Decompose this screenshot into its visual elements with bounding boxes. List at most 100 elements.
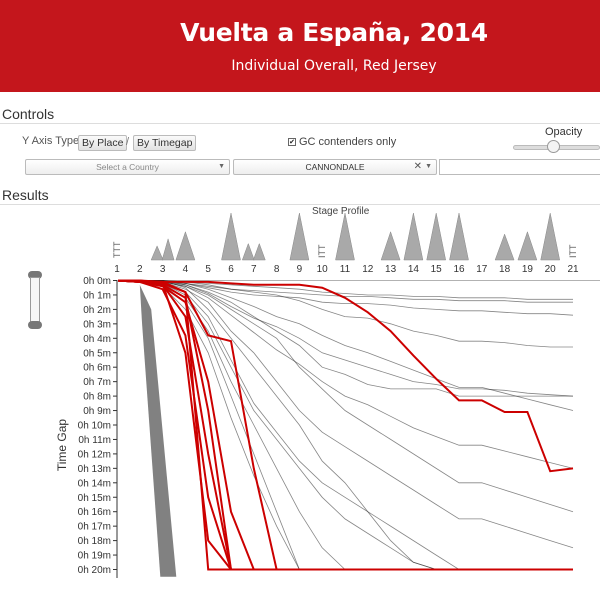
- stage-profile-peak: [161, 237, 175, 261]
- by-timegap-button[interactable]: By Timegap: [133, 135, 197, 151]
- results-heading: Results: [2, 187, 49, 203]
- y-tick-label: 0h 9m: [83, 406, 111, 417]
- y-tick-label: 0h 6m: [83, 363, 111, 374]
- opacity-label: Opacity: [545, 126, 583, 138]
- rider-lines: [117, 280, 574, 577]
- stage-profile-peak: [175, 231, 196, 261]
- rider-line[interactable]: [117, 280, 574, 469]
- highlighted-rider-lines: [117, 279, 574, 571]
- stage-label: 3: [160, 264, 166, 275]
- stage-label: 19: [522, 264, 534, 275]
- rider-line[interactable]: [117, 280, 574, 549]
- y-tick-label: 0h 1m: [83, 290, 111, 301]
- chevron-down-icon: ▼: [425, 163, 432, 170]
- rider-line[interactable]: [117, 280, 574, 316]
- stage-label: 10: [317, 264, 329, 275]
- y-tick-label: 0h 0m: [83, 276, 111, 287]
- y-tick-label: 0h 15m: [78, 493, 111, 504]
- by-place-button[interactable]: By Place: [78, 135, 128, 151]
- page-title: Vuelta a España, 2014: [180, 18, 488, 47]
- rider-line[interactable]: [117, 280, 573, 303]
- stage-label: 17: [476, 264, 488, 275]
- y-tick-label: 0h 3m: [83, 319, 111, 330]
- stage-profiles: TTT ITT ITT: [112, 212, 578, 261]
- stage-label: 8: [274, 264, 280, 275]
- stage-profile-peak: [289, 212, 310, 261]
- y-tick-label: 0h 11m: [78, 435, 111, 446]
- y-tick-label: 0h 18m: [78, 536, 111, 547]
- checkmark-icon: ✔: [289, 139, 295, 146]
- stage-label: 4: [183, 264, 189, 275]
- highlighted-rider-line[interactable]: [117, 279, 574, 473]
- rider-line[interactable]: [117, 280, 573, 397]
- stage-label: 15: [431, 264, 443, 275]
- stage-profile-peak: [335, 212, 355, 261]
- stage-label: 16: [453, 264, 465, 275]
- rider-line[interactable]: [117, 280, 574, 513]
- time-trial-label: TTT: [112, 241, 122, 258]
- stage-profile-peak: [540, 212, 561, 261]
- y-tick-label: 0h 5m: [83, 348, 111, 359]
- y-axis: 0h 0m 0h 1m 0h 2m 0h 3m 0h 4m 0h 5m 0h 6m 0h 7m…: [78, 276, 600, 578]
- highlighted-rider-line[interactable]: [117, 279, 573, 571]
- stage-profile-peak: [221, 212, 241, 261]
- scrollbar-top-handle[interactable]: [28, 271, 42, 279]
- stage-profile-peak: [517, 231, 538, 261]
- team-select-value: CANNONDALE: [305, 162, 365, 172]
- y-tick-label: 0h 8m: [83, 392, 111, 403]
- stage-label: 20: [545, 264, 557, 275]
- rider-search-input[interactable]: [439, 159, 600, 175]
- y-tick-label: 0h 19m: [78, 551, 111, 562]
- rider-line[interactable]: [117, 280, 574, 397]
- stage-profile-peak: [494, 233, 515, 261]
- y-tick-label: 0h 16m: [78, 507, 111, 518]
- stage-label: 11: [340, 264, 351, 275]
- opacity-slider-handle[interactable]: [547, 140, 560, 153]
- stage-label: 2: [137, 264, 143, 275]
- country-select-placeholder: Select a Country: [96, 162, 159, 172]
- gc-contenders-label: GC contenders only: [299, 136, 397, 148]
- page-header: Vuelta a España, 2014 Individual Overall…: [0, 0, 600, 92]
- time-trial-label: ITT: [317, 244, 327, 258]
- y-axis-type-label: Y Axis Type: [22, 135, 80, 147]
- scrollbar-bottom-handle[interactable]: [28, 321, 42, 329]
- y-tick-label: 0h 20m: [78, 565, 111, 576]
- stage-label: 1: [114, 264, 120, 275]
- stage-profile-peak: [150, 245, 164, 261]
- country-select[interactable]: Select a Country ▼: [25, 159, 230, 175]
- stage-profile-label: Stage Profile: [312, 206, 370, 217]
- y-tick-label: 0h 2m: [83, 305, 111, 316]
- y-tick-label: 0h 13m: [78, 464, 111, 475]
- field-density-band: [139, 284, 177, 577]
- stage-number-labels: 1 2 3 4 5 6 7 8 9 10 11 12 13 14 15 16 17 18 19 20 21: [114, 264, 579, 275]
- team-select[interactable]: CANNONDALE ✕ ▼: [233, 159, 437, 175]
- y-axis-type-separator: /: [126, 136, 130, 148]
- y-tick-label: 0h 7m: [83, 377, 111, 388]
- rider-line[interactable]: [117, 280, 574, 411]
- stage-profile-peak: [449, 212, 469, 261]
- stage-profile-peak: [252, 242, 266, 261]
- results-chart: TTT ITT ITT 1 2 3 4 5 6 7 8 9 10 11 12 13 14 15 16 17 18 19 2…: [78, 212, 600, 578]
- y-tick-label: 0h 10m: [78, 421, 111, 432]
- stage-profile-peak: [403, 212, 424, 261]
- y-tick-label: 0h 14m: [78, 478, 111, 489]
- stage-label: 12: [362, 264, 374, 275]
- stage-label: 7: [251, 264, 257, 275]
- y-tick-label: 0h 17m: [78, 522, 111, 533]
- zoom-scrollbar[interactable]: [28, 271, 42, 329]
- y-tick-label: 0h 4m: [83, 334, 111, 345]
- controls-divider: [0, 123, 600, 124]
- chevron-down-icon: ▼: [218, 163, 225, 170]
- stage-profile-peak: [380, 231, 401, 261]
- clear-icon[interactable]: ✕: [413, 161, 422, 172]
- controls-heading: Controls: [2, 106, 55, 122]
- page-subtitle: Individual Overall, Red Jersey: [231, 58, 437, 74]
- y-tick-label: 0h 12m: [78, 449, 111, 460]
- results-divider: [0, 204, 600, 205]
- stage-label: 18: [499, 264, 511, 275]
- stage-label: 9: [297, 264, 303, 275]
- stage-profile-peak: [426, 212, 447, 261]
- stage-label: 5: [205, 264, 211, 275]
- stage-profile-peak: [241, 242, 255, 261]
- gc-contenders-checkbox[interactable]: ✔: [288, 138, 296, 146]
